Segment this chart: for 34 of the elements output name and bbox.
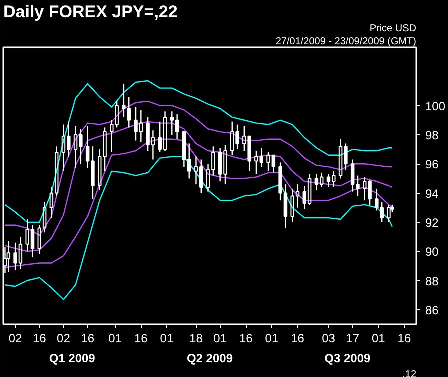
x-tick-label: 01	[265, 332, 279, 346]
y-tick-label: 90	[426, 245, 440, 260]
candlestick	[6, 240, 11, 273]
x-tick-label: 17	[346, 332, 360, 346]
x-tick-label: 16	[398, 332, 412, 346]
x-tick-label: 02	[8, 332, 23, 346]
x-tick-label: 16	[239, 332, 254, 346]
text: Q2 2009	[186, 352, 234, 366]
y-tick-label: 88	[426, 274, 440, 288]
y-tick-label: 96	[426, 158, 440, 172]
x-tick-label: 18	[190, 332, 204, 346]
line-series	[4, 121, 394, 252]
y-tick-label: 94	[426, 186, 440, 201]
x-tick-label: 16	[291, 332, 305, 346]
y-tick-label: 92	[426, 216, 440, 230]
line-series	[4, 80, 394, 224]
chart-subtitle: 27/01/2009 - 23/09/2009 (GMT)	[276, 36, 416, 48]
line-series	[4, 156, 394, 300]
x-tick-label: 16	[134, 332, 148, 346]
x-tick-label: 01	[372, 332, 386, 346]
y-tick-label: 86	[426, 303, 440, 318]
x-tick-label: 03	[322, 332, 336, 346]
y-tick-label: 100	[426, 99, 446, 114]
y-tick-label: 98	[426, 128, 440, 142]
text: Q1 2009	[49, 352, 96, 366]
x-tick-label: 16	[81, 332, 95, 346]
x-tick-label: 01	[108, 332, 122, 346]
x-tick-label: 01	[214, 332, 228, 346]
text: Q3 2009	[324, 352, 372, 366]
x-tick-label: 01	[160, 332, 174, 346]
x-tick-label: 02	[57, 332, 71, 346]
x-tick-label: 16	[32, 332, 47, 346]
y-axis-title: Price USD	[370, 24, 417, 34]
chart-title: Daily FOREX JPY=,22	[4, 2, 178, 22]
